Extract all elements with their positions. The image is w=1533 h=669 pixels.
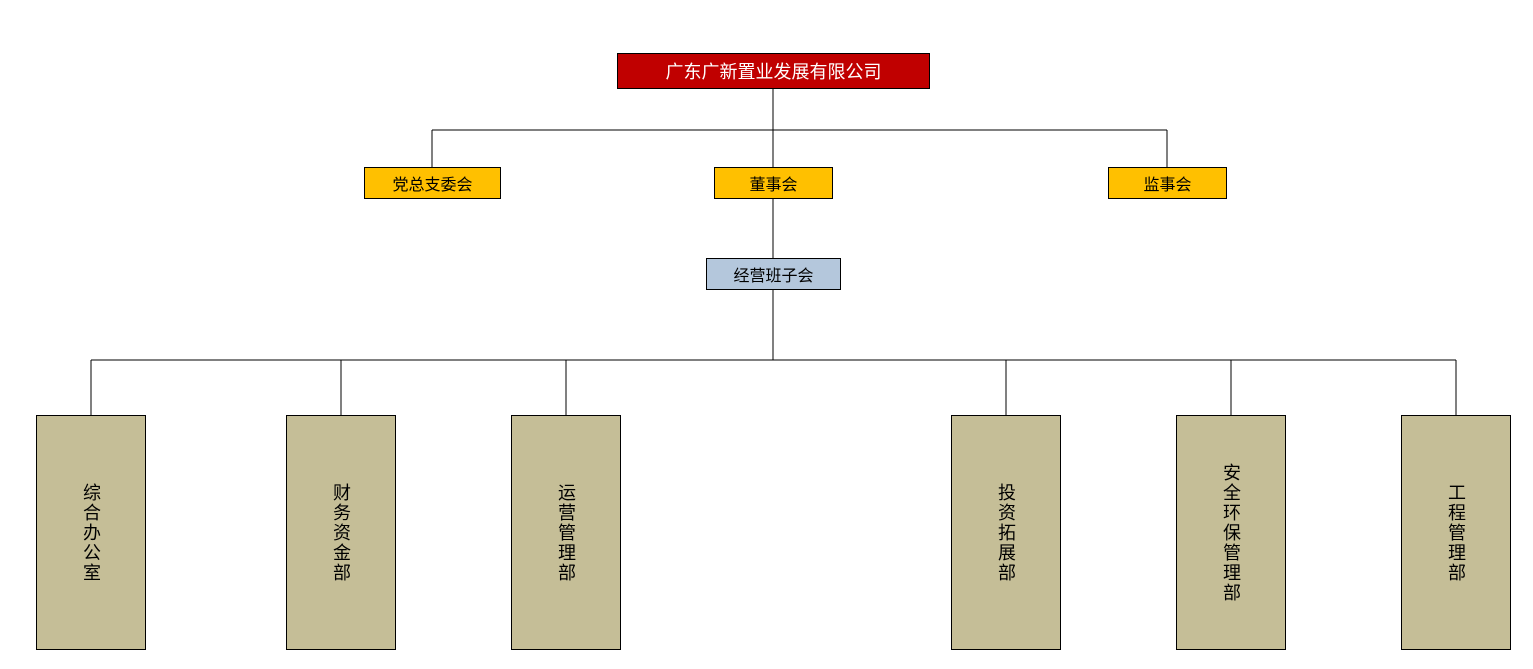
- node-dept5: 工程管理部: [1401, 415, 1511, 650]
- node-dept4: 安全环保管理部: [1176, 415, 1286, 650]
- node-supervisors-label: 监事会: [1143, 171, 1191, 195]
- node-party-label: 党总支委会: [392, 171, 472, 195]
- node-dept1: 财务资金部: [286, 415, 396, 650]
- node-dept5-label: 工程管理部: [1443, 483, 1469, 583]
- org-chart-canvas: 广东广新置业发展有限公司 党总支委会 董事会 监事会 经营班子会 综合办公室 财…: [0, 0, 1533, 669]
- node-supervisors: 监事会: [1108, 167, 1227, 199]
- node-dept4-label: 安全环保管理部: [1218, 463, 1244, 603]
- node-dept2: 运营管理部: [511, 415, 621, 650]
- node-root: 广东广新置业发展有限公司: [617, 53, 930, 89]
- node-board-label: 董事会: [749, 171, 797, 195]
- node-dept3: 投资拓展部: [951, 415, 1061, 650]
- node-party: 党总支委会: [364, 167, 501, 199]
- node-board: 董事会: [714, 167, 833, 199]
- node-dept0: 综合办公室: [36, 415, 146, 650]
- edge-layer: [0, 0, 1533, 669]
- node-dept3-label: 投资拓展部: [993, 483, 1019, 583]
- node-dept0-label: 综合办公室: [78, 483, 104, 583]
- node-mgmt-label: 经营班子会: [733, 262, 813, 286]
- node-mgmt: 经营班子会: [706, 258, 841, 290]
- node-dept1-label: 财务资金部: [328, 483, 354, 583]
- node-dept2-label: 运营管理部: [553, 483, 579, 583]
- node-root-label: 广东广新置业发展有限公司: [666, 58, 882, 84]
